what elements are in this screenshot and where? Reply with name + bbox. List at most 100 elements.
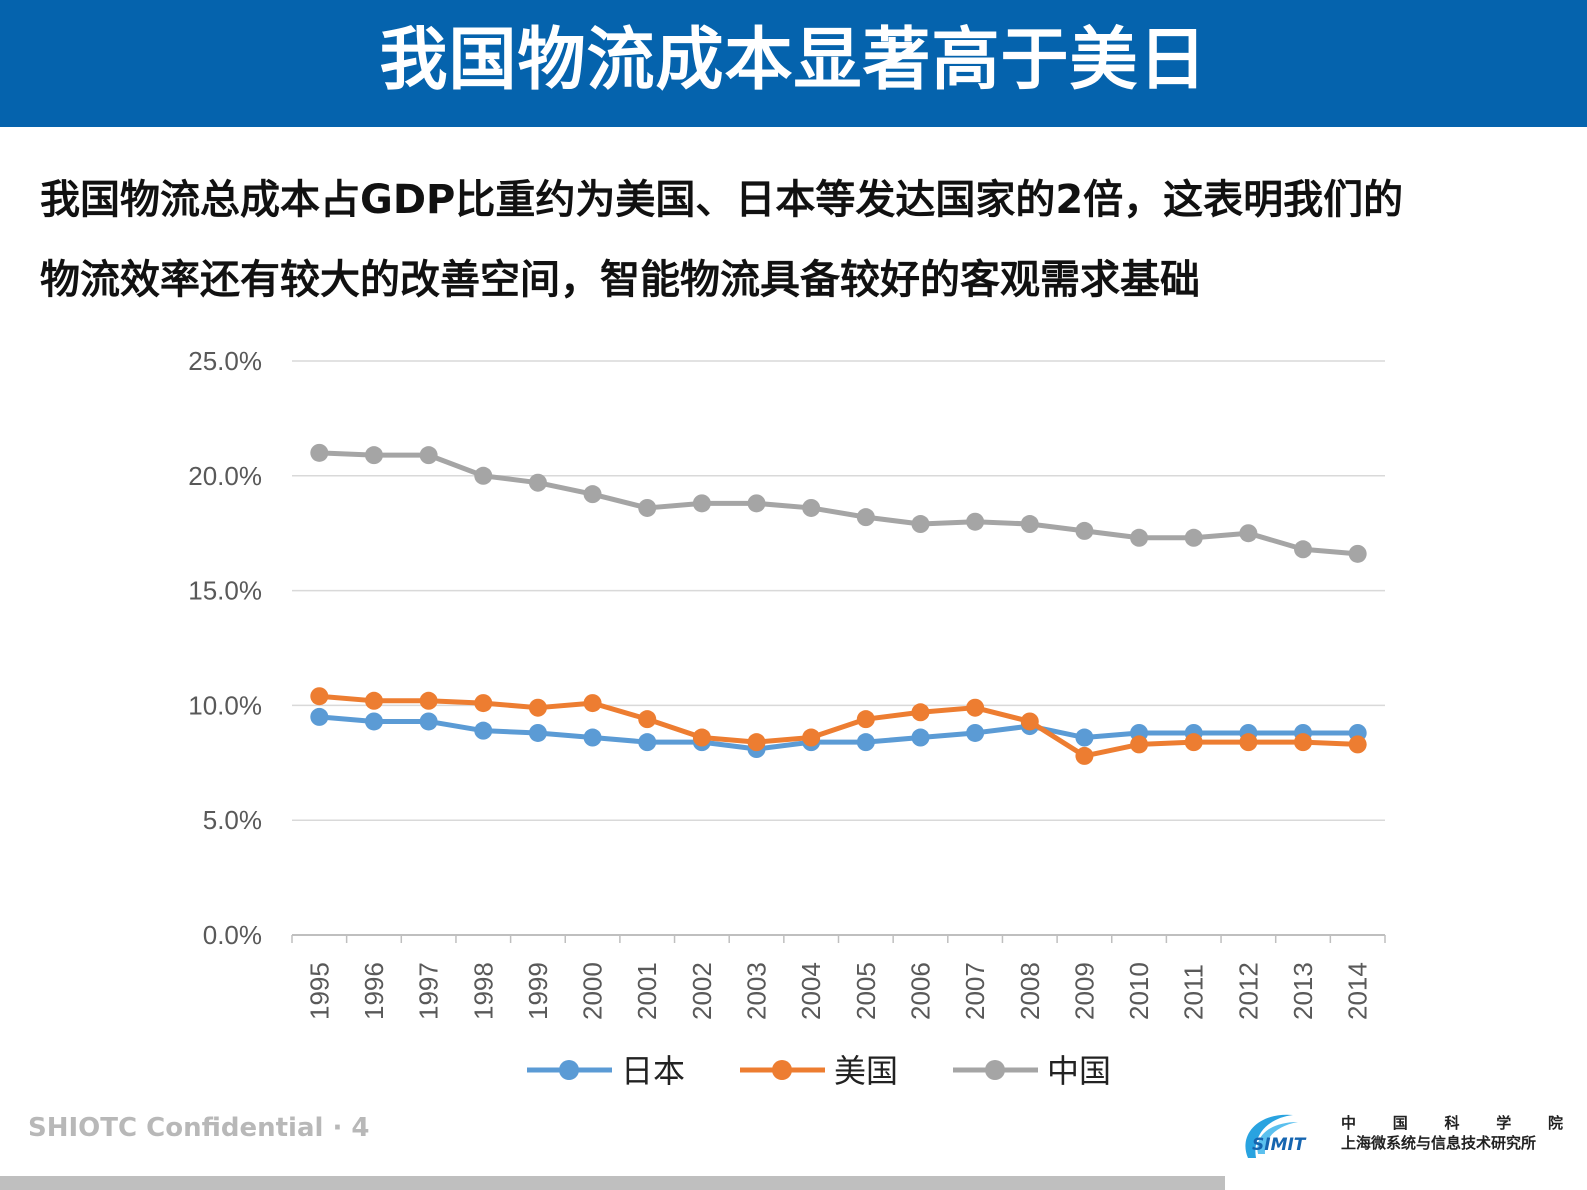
data-point (1184, 733, 1203, 752)
legend-label: 中国 (1047, 1052, 1111, 1090)
data-point (528, 723, 547, 742)
x-tick-label: 2005 (851, 962, 881, 1020)
data-point (583, 728, 602, 747)
x-tick-label: 2010 (1124, 962, 1154, 1020)
data-point (1239, 524, 1258, 543)
data-point (1075, 746, 1094, 765)
x-tick-label: 2008 (1015, 962, 1045, 1020)
x-tick-label: 2012 (1233, 962, 1263, 1020)
subtitle-line-1: 我国物流总成本占GDP比重约为美国、日本等发达国家的2倍，这表明我们的 (40, 177, 1404, 223)
data-point (364, 712, 383, 731)
x-tick-label: 1996 (359, 962, 389, 1020)
data-point (474, 466, 493, 485)
x-tick-label: 2006 (905, 962, 935, 1020)
x-tick-label: 2007 (960, 962, 990, 1020)
data-point (1184, 528, 1203, 547)
data-point (1348, 544, 1367, 563)
x-tick-label: 2014 (1343, 962, 1373, 1020)
data-point (474, 721, 493, 740)
logo-char: 院 (1547, 1114, 1563, 1132)
simit-logo: SIMIT 中 国 科 学 院 上海微系统与信息技术研究所 (1238, 1110, 1578, 1170)
legend-label: 美国 (834, 1052, 898, 1090)
data-point (474, 694, 493, 713)
logo-char: 国 (1392, 1114, 1408, 1132)
line-chart: 0.0% 5.0% 10.0% 15.0% 20.0% 25.0% 1995 1996 1997… (188, 346, 1386, 1090)
data-point (856, 508, 875, 527)
data-point (419, 712, 438, 731)
svg-text:SIMIT: SIMIT (1252, 1135, 1307, 1155)
series-line (319, 714, 1358, 752)
logo-char: 科 (1444, 1114, 1460, 1132)
data-point (1348, 735, 1367, 754)
data-point (966, 512, 985, 531)
data-point (966, 723, 985, 742)
data-point (310, 687, 329, 706)
legend-label: 日本 (621, 1052, 685, 1090)
data-point (1075, 521, 1094, 540)
data-point (1075, 728, 1094, 747)
data-point (364, 691, 383, 710)
logo-char: 中 (1341, 1114, 1357, 1132)
data-point (419, 446, 438, 465)
data-point (911, 703, 930, 722)
data-point (911, 728, 930, 747)
data-point (638, 733, 657, 752)
logo-line-2: 上海微系统与信息技术研究所 (1341, 1134, 1537, 1152)
data-point (1020, 515, 1039, 534)
data-point (638, 498, 657, 517)
y-tick-label: 25.0% (188, 346, 262, 376)
data-point (692, 728, 711, 747)
y-tick-label: 15.0% (188, 576, 262, 606)
data-point (802, 498, 821, 517)
x-tick-label: 1995 (304, 962, 334, 1020)
data-point (1130, 735, 1149, 754)
data-point (528, 473, 547, 492)
data-point (310, 443, 329, 462)
logo-line-1: 中 国 科 学 院 (1341, 1112, 1563, 1133)
data-point (310, 707, 329, 726)
data-point (966, 698, 985, 717)
data-point (1239, 733, 1258, 752)
legend-marker (559, 1060, 579, 1080)
x-tick-label: 1999 (523, 962, 553, 1020)
data-point (583, 694, 602, 713)
legend-marker (772, 1060, 792, 1080)
y-tick-label: 10.0% (188, 690, 262, 720)
data-point (419, 691, 438, 710)
x-tick-label: 2000 (578, 962, 608, 1020)
data-point (1294, 733, 1313, 752)
x-tick-label: 2013 (1288, 962, 1318, 1020)
series-line (319, 450, 1358, 557)
data-point (747, 733, 766, 752)
data-point (856, 733, 875, 752)
data-point (856, 710, 875, 729)
x-tick-label: 2009 (1069, 962, 1099, 1020)
x-tick-label: 2003 (742, 962, 772, 1020)
data-point (638, 710, 657, 729)
y-tick-label: 5.0% (203, 805, 262, 835)
x-tick-label: 2001 (632, 962, 662, 1020)
x-tick-label: 1998 (468, 962, 498, 1020)
data-point (747, 494, 766, 513)
data-point (1294, 540, 1313, 559)
data-point (364, 446, 383, 465)
data-point (583, 485, 602, 504)
x-tick-label: 2011 (1179, 964, 1209, 1020)
data-point (1130, 528, 1149, 547)
data-point (528, 698, 547, 717)
series-line (319, 693, 1358, 759)
legend-marker (985, 1060, 1005, 1080)
data-point (1020, 712, 1039, 731)
data-point (802, 728, 821, 747)
y-tick-label: 0.0% (203, 920, 262, 950)
y-tick-label: 20.0% (188, 461, 262, 491)
slide-title: 我国物流成本显著高于美日 (0, 0, 1587, 127)
x-tick-label: 2002 (687, 962, 717, 1020)
subtitle-line-2: 物流效率还有较大的改善空间，智能物流具备较好的客观需求基础 (40, 257, 1200, 303)
data-point (692, 494, 711, 513)
simit-logo-icon: SIMIT (1245, 1114, 1307, 1158)
x-tick-label: 1997 (414, 962, 444, 1020)
data-point (911, 515, 930, 534)
slide-subtitle: 我国物流总成本占GDP比重约为美国、日本等发达国家的2倍，这表明我们的 物流效率… (40, 160, 1550, 320)
x-tick-label: 2004 (796, 962, 826, 1020)
